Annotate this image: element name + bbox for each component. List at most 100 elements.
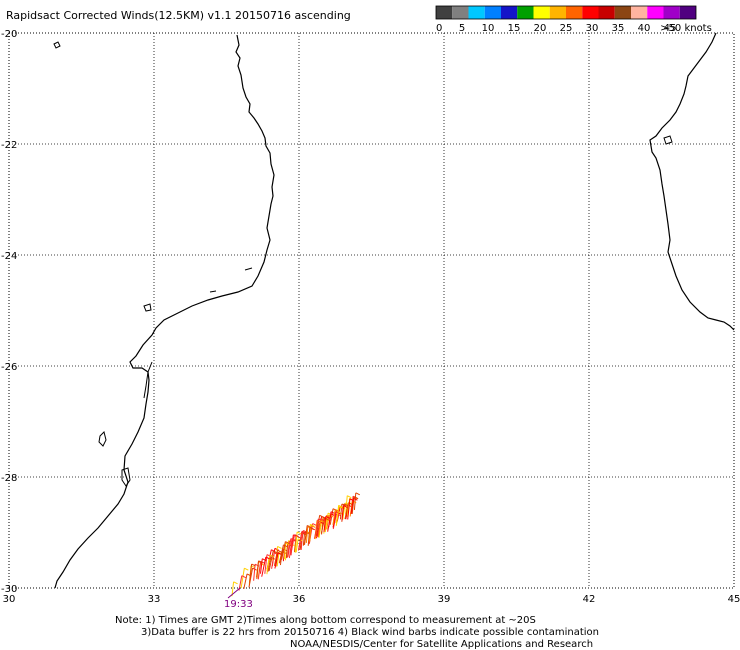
wind-barb bbox=[351, 496, 355, 514]
legend-swatch bbox=[582, 6, 599, 19]
lake-2 bbox=[121, 467, 131, 487]
wind-barb bbox=[278, 544, 284, 564]
legend-label: 35 bbox=[612, 23, 625, 34]
longitude-label: 30 bbox=[3, 594, 16, 605]
wind-barb-flag bbox=[291, 538, 297, 541]
madagascar-coastline bbox=[649, 32, 735, 331]
wind-barb bbox=[276, 551, 280, 567]
wind-barb bbox=[257, 561, 262, 580]
latitude-label: -20 bbox=[1, 29, 17, 40]
latitude-label: -24 bbox=[1, 251, 17, 262]
wind-barb bbox=[323, 516, 327, 532]
wind-barb bbox=[266, 558, 270, 575]
legend-label: 30 bbox=[586, 23, 599, 34]
legend-label: 10 bbox=[482, 23, 495, 34]
legend-swatch bbox=[647, 6, 664, 19]
note-line-2: 3)Data buffer is 22 hrs from 20150716 4)… bbox=[141, 627, 599, 638]
wind-barb bbox=[295, 538, 299, 553]
legend-swatch bbox=[566, 6, 583, 19]
wind-barb bbox=[287, 538, 292, 558]
wind-barb bbox=[253, 564, 256, 581]
wind-barb bbox=[243, 573, 248, 590]
plot-frame bbox=[8, 32, 735, 589]
wind-barb-flag bbox=[309, 526, 314, 530]
coast-inlet bbox=[143, 361, 153, 399]
wind-barb bbox=[318, 518, 323, 538]
wind-barb-flag bbox=[347, 495, 352, 499]
wind-barb bbox=[335, 506, 340, 524]
wind-barb-flag bbox=[327, 512, 333, 516]
wind-barb-flag bbox=[320, 518, 325, 521]
wind-barb-flag bbox=[355, 492, 361, 496]
latitude-label: -22 bbox=[1, 140, 17, 151]
wind-barb bbox=[341, 505, 344, 521]
wind-barb-flag bbox=[290, 538, 296, 542]
wind-barb-flag bbox=[310, 523, 315, 527]
legend-swatch bbox=[452, 6, 469, 19]
wind-barb bbox=[261, 556, 267, 577]
wind-barb-flag bbox=[277, 549, 282, 553]
wind-barb bbox=[268, 550, 274, 572]
note-line-1: Note: 1) Times are GMT 2)Times along bot… bbox=[115, 615, 536, 626]
lake-1 bbox=[98, 431, 107, 447]
wind-barb bbox=[297, 531, 303, 551]
latitude-tick-labels: -20 -22 -24 -26 -28 -30 bbox=[1, 29, 17, 595]
wind-barbs bbox=[227, 492, 361, 599]
wind-barb bbox=[271, 552, 275, 569]
longitude-label: 45 bbox=[728, 594, 740, 605]
wind-barb bbox=[274, 552, 279, 569]
legend-swatch bbox=[501, 6, 518, 19]
swath-time-label: 19:33 bbox=[224, 599, 253, 610]
longitude-label: 33 bbox=[148, 594, 161, 605]
wind-barb bbox=[293, 535, 297, 553]
legend-label: 40 bbox=[638, 23, 651, 34]
legend-swatch bbox=[679, 6, 696, 19]
wind-barb-flag bbox=[326, 514, 331, 518]
wind-barb bbox=[353, 492, 357, 510]
wind-barb bbox=[249, 563, 253, 583]
longitude-tick-labels: 30 33 36 39 42 45 bbox=[3, 594, 740, 605]
wind-barb-flag bbox=[283, 544, 288, 548]
latitude-label: -30 bbox=[1, 584, 17, 595]
wind-barb bbox=[332, 511, 337, 528]
legend-swatch bbox=[468, 6, 485, 19]
longitude-label: 42 bbox=[583, 594, 596, 605]
legend-label: 25 bbox=[560, 23, 573, 34]
wind-barb-flag bbox=[353, 497, 358, 501]
wind-barb-flag bbox=[251, 563, 256, 567]
africa-coastline bbox=[54, 34, 275, 589]
wind-barb-flag bbox=[233, 581, 238, 585]
wind-barb bbox=[313, 518, 319, 539]
wind-barb-flag bbox=[343, 503, 349, 507]
wind-barb bbox=[281, 541, 286, 560]
latitude-label: -26 bbox=[1, 362, 17, 373]
wind-barb bbox=[248, 568, 254, 588]
wind-barb bbox=[324, 515, 327, 531]
legend-swatch bbox=[598, 6, 615, 19]
madagascar-islet bbox=[663, 135, 673, 145]
reef-2 bbox=[209, 290, 217, 293]
wind-barb bbox=[317, 520, 322, 538]
wind-barb-flag bbox=[296, 531, 302, 535]
legend-labels: 0 5 10 15 20 25 30 35 40 45>50 knots bbox=[436, 23, 712, 34]
wind-barb-flag bbox=[244, 567, 249, 571]
legend-label: 20 bbox=[534, 23, 547, 34]
wind-barb-flag bbox=[310, 525, 316, 528]
reef-1 bbox=[244, 267, 253, 271]
wind-barb-flag bbox=[294, 534, 299, 538]
legend-swatch bbox=[631, 6, 648, 19]
wind-barb bbox=[300, 532, 304, 550]
wind-barb bbox=[256, 560, 260, 580]
wind-barb bbox=[350, 498, 354, 514]
time-tick bbox=[227, 587, 241, 599]
wind-barb bbox=[347, 498, 351, 520]
legend-swatch bbox=[517, 6, 534, 19]
legend-label: >50 knots bbox=[660, 23, 712, 34]
wind-barb bbox=[259, 558, 263, 574]
wind-barb-flag bbox=[265, 556, 271, 560]
wind-barb-flag bbox=[272, 550, 278, 554]
legend-border bbox=[435, 5, 697, 20]
wind-barb-flag bbox=[335, 508, 340, 512]
legend-swatch bbox=[549, 6, 566, 19]
legend-label: 45 bbox=[664, 23, 677, 34]
